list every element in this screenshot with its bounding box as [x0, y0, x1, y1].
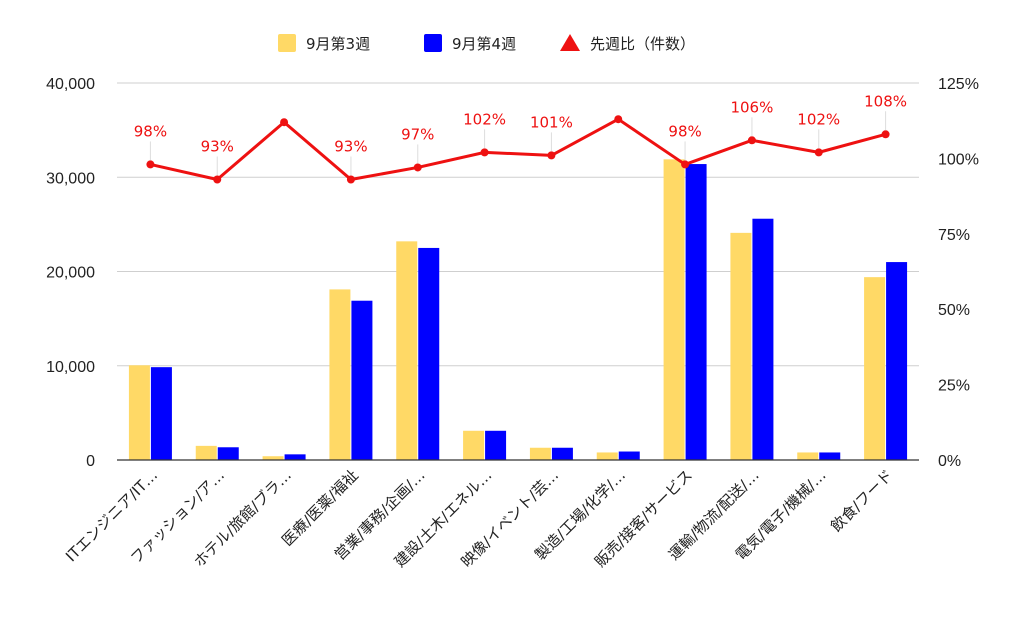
ratio-point	[614, 115, 623, 124]
left-axis-tick-label: 40,000	[46, 76, 95, 93]
left-axis-tick-label: 30,000	[46, 170, 95, 187]
bar-series-1	[596, 452, 618, 460]
left-y-axis: 0 10,000 20,000 30,000 40,000	[46, 76, 95, 470]
legend-label-series-1: 9月第3週	[306, 35, 370, 53]
ratio-point	[747, 136, 756, 145]
left-axis-tick-label: 0	[86, 453, 95, 470]
ratio-data-label: 93%	[201, 138, 234, 156]
ratio-data-label: 102%	[463, 110, 506, 128]
bar-series-1	[195, 445, 217, 460]
bar-series-2	[217, 447, 239, 460]
bar-series-1	[329, 289, 351, 460]
bar-series-2	[618, 451, 640, 460]
right-axis-tick-label: 125%	[938, 76, 979, 93]
bar-series-1	[797, 452, 819, 460]
bar-series-2	[150, 367, 172, 460]
ratio-data-label: 98%	[134, 122, 167, 140]
ratio-data-label: 102%	[797, 110, 840, 128]
bar-series-1	[663, 159, 685, 460]
ratio-point	[413, 163, 422, 172]
ratio-data-label: 101%	[530, 113, 573, 131]
bar-series-2	[351, 300, 373, 460]
ratio-data-label: 97%	[401, 125, 434, 143]
category-label: 飲食/フード	[827, 466, 896, 535]
bar-series-1	[463, 430, 485, 460]
x-axis-categories: ITエンジニア/IT…ファッション/ア…ホテル/旅館/ブラ…医療/医薬/福祉営業…	[62, 466, 896, 571]
right-axis-tick-label: 50%	[938, 302, 970, 319]
ratio-data-label: 98%	[668, 122, 701, 140]
bar-series-2	[418, 247, 440, 460]
bar-series-1	[262, 456, 284, 460]
bar-series-2	[685, 164, 707, 460]
ratio-point	[881, 130, 890, 139]
left-axis-tick-label: 20,000	[46, 265, 95, 282]
legend-marker-triangle	[560, 34, 580, 51]
ratio-point	[681, 160, 690, 169]
bar-series-1	[128, 365, 150, 460]
legend: 9月第3週 9月第4週 先週比（件数）	[278, 34, 695, 53]
ratio-line-path	[150, 117, 886, 182]
ratio-point	[480, 148, 489, 157]
ratio-point	[280, 118, 289, 127]
ratio-data-label: 108%	[864, 92, 907, 110]
ratio-point	[213, 175, 222, 184]
right-axis-tick-label: 100%	[938, 151, 979, 168]
ratio-point	[547, 151, 556, 160]
legend-label-ratio: 先週比（件数）	[590, 35, 695, 53]
bar-series-1	[396, 241, 418, 460]
legend-swatch-series-1	[278, 34, 296, 52]
gridlines	[117, 82, 919, 367]
bar-series-1	[529, 447, 551, 460]
right-y-axis: 0% 25% 50% 75% 100% 125%	[938, 76, 979, 470]
right-axis-tick-label: 75%	[938, 227, 970, 244]
bar-series-2	[284, 454, 306, 460]
bars	[128, 159, 908, 460]
ratio-line: 98% 93% 93% 97% 102% 101% 98% 106% 102% 108%	[134, 92, 907, 184]
legend-swatch-series-2	[424, 34, 442, 52]
bar-series-2	[752, 218, 774, 460]
bar-series-2	[819, 452, 841, 460]
left-axis-tick-label: 10,000	[46, 359, 95, 376]
ratio-point	[146, 160, 155, 169]
ratio-point	[346, 175, 355, 184]
ratio-data-label: 106%	[730, 98, 773, 116]
right-axis-tick-label: 25%	[938, 378, 970, 395]
ratio-data-label: 93%	[334, 138, 367, 156]
bar-series-2	[551, 447, 573, 460]
right-axis-tick-label: 0%	[938, 453, 961, 470]
bar-series-1	[864, 277, 886, 460]
bar-series-2	[886, 262, 908, 460]
bar-series-1	[730, 232, 752, 460]
bar-series-2	[485, 430, 507, 460]
ratio-point	[814, 148, 823, 157]
legend-label-series-2: 9月第4週	[452, 35, 516, 53]
